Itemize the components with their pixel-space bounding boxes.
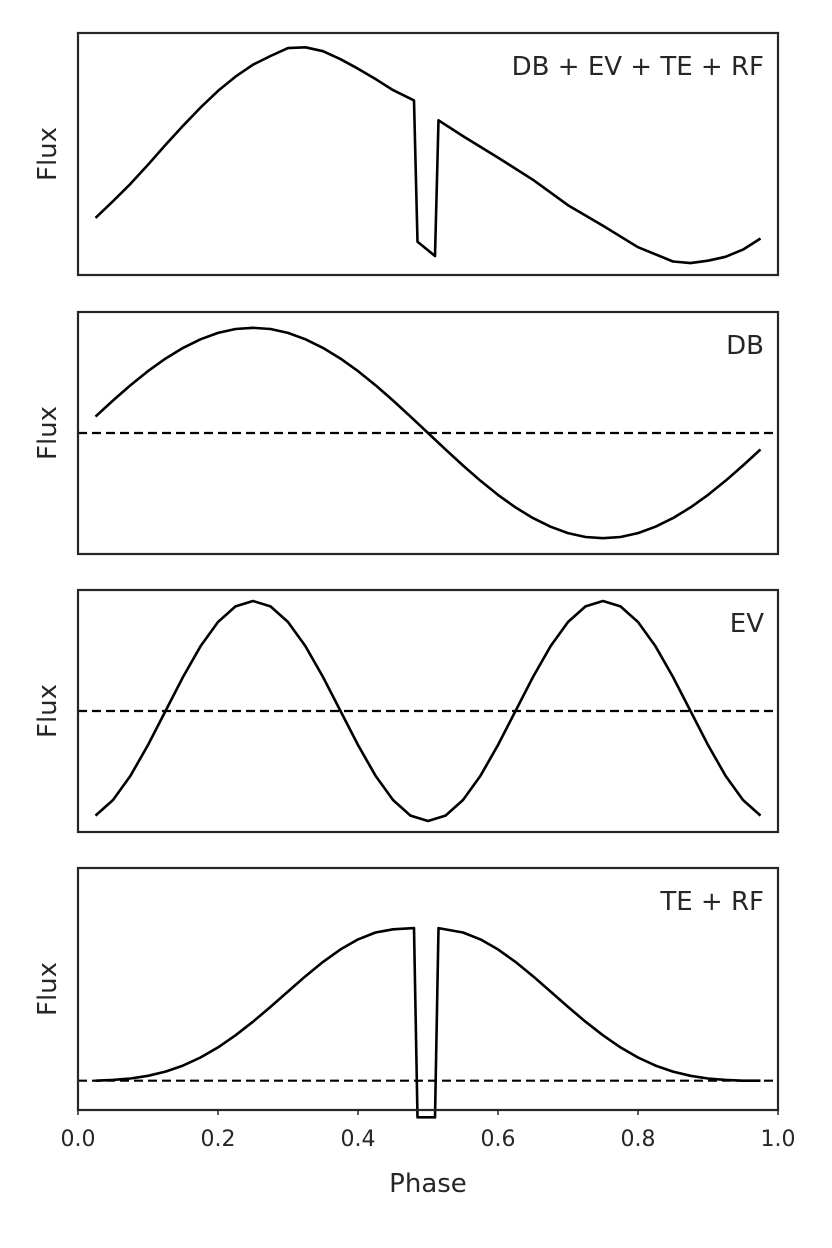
series-line-panel-2-1: [94, 326, 762, 540]
x-tick-label-5: 1.0: [761, 1127, 796, 1152]
y-axis-label-3: Flux: [33, 684, 63, 738]
x-tick-label-1: 0.2: [201, 1127, 236, 1152]
x-tick-label-4: 0.8: [621, 1127, 656, 1152]
x-tick-label-2: 0.4: [341, 1127, 376, 1152]
x-axis-label: Phase: [389, 1169, 467, 1199]
y-axis-label-4: Flux: [33, 962, 63, 1016]
y-axis-label-1: Flux: [33, 127, 63, 181]
panel-frame-1: [76, 31, 780, 277]
panel-label-2: DB: [726, 331, 764, 361]
series-line-panel-4-1: [95, 926, 761, 1119]
panel-label-1: DB + EV + TE + RF: [512, 52, 764, 82]
panel-frame-2: [76, 310, 780, 556]
panel-frame-3: [76, 588, 780, 834]
y-axis-label-2: Flux: [33, 406, 63, 460]
series-line-panel-1-1: [94, 45, 762, 265]
x-tick-label-0: 0.0: [61, 1127, 96, 1152]
panel-label-4: TE + RF: [659, 887, 764, 917]
series-line-panel-3-1: [94, 599, 762, 823]
panel-frame-4: [76, 866, 780, 1112]
panel-label-3: EV: [730, 609, 764, 639]
x-tick-label-3: 0.6: [481, 1127, 516, 1152]
